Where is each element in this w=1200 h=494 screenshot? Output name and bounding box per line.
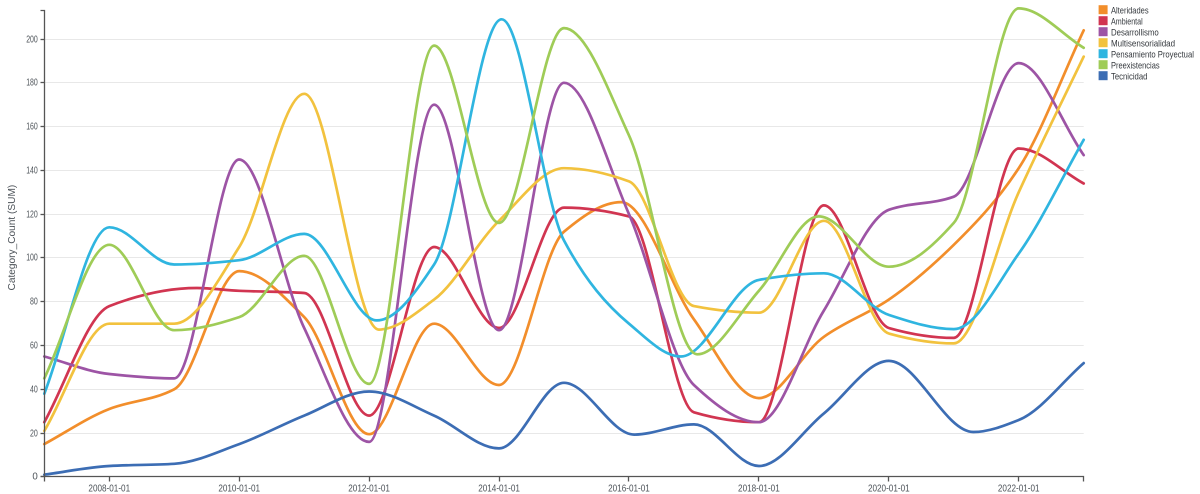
svg-text:40: 40: [30, 385, 38, 396]
svg-text:Category_Count (SUM): Category_Count (SUM): [6, 185, 18, 291]
svg-text:Multisensorialidad: Multisensorialidad: [1111, 38, 1175, 48]
svg-text:2012-01-01: 2012-01-01: [348, 483, 390, 494]
svg-text:Preexistencias: Preexistencias: [1111, 60, 1160, 70]
svg-text:60: 60: [30, 341, 38, 352]
svg-text:0: 0: [32, 472, 38, 483]
svg-text:2016-01-01: 2016-01-01: [608, 483, 650, 494]
svg-text:Pensamiento Proyectual: Pensamiento Proyectual: [1111, 49, 1194, 59]
svg-text:2010-01-01: 2010-01-01: [218, 483, 260, 494]
svg-text:20: 20: [30, 429, 38, 440]
svg-text:2022-01-01: 2022-01-01: [998, 483, 1040, 494]
svg-text:2014-01-01: 2014-01-01: [478, 483, 520, 494]
svg-text:100: 100: [26, 253, 38, 264]
svg-text:180: 180: [26, 78, 38, 89]
svg-text:140: 140: [26, 166, 38, 177]
svg-text:120: 120: [26, 210, 38, 221]
svg-text:2018-01-01: 2018-01-01: [738, 483, 780, 494]
svg-text:2008-01-01: 2008-01-01: [88, 483, 130, 494]
svg-text:Alteridades: Alteridades: [1111, 5, 1149, 15]
svg-text:2020-01-01: 2020-01-01: [868, 483, 910, 494]
svg-text:Ambiental: Ambiental: [1111, 16, 1143, 26]
svg-text:160: 160: [26, 122, 38, 133]
svg-text:Desarrollismo: Desarrollismo: [1111, 27, 1159, 37]
svg-text:200: 200: [26, 35, 38, 46]
svg-text:Tecnicidad: Tecnicidad: [1111, 71, 1147, 81]
svg-text:80: 80: [30, 297, 38, 308]
